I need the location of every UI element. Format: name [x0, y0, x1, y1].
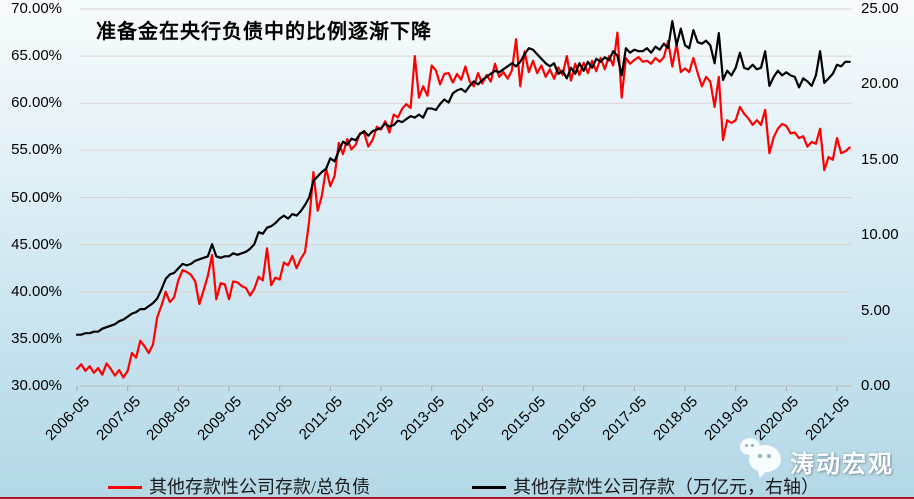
legend-label: 其他存款性公司存款/总负债	[149, 477, 370, 497]
right-axis-tick-label: 25.00	[861, 0, 899, 17]
legend-label: 其他存款性公司存款（万亿元，右轴）	[513, 477, 819, 497]
series-black-level-line	[75, 20, 851, 336]
legend-black-line-swatch	[472, 485, 506, 489]
watermark: 涛动宏观	[737, 437, 907, 481]
right-axis-tick-label: 5.00	[861, 301, 891, 319]
left-axis-tick-label: 40.00%	[11, 282, 62, 300]
left-axis-tick-label: 65.00%	[11, 47, 62, 65]
legend-item-level: 其他存款性公司存款（万亿元，右轴）	[472, 477, 819, 497]
wechat-icon	[737, 437, 789, 480]
legend-item-ratio: 其他存款性公司存款/总负债	[108, 477, 370, 497]
bottom-red-rule	[0, 497, 914, 499]
left-axis-tick-label: 30.00%	[11, 377, 62, 394]
left-axis-tick-label: 50.00%	[11, 188, 62, 206]
left-axis-tick-label: 55.00%	[11, 141, 62, 159]
wechat-bubble-big	[749, 445, 781, 480]
series-red-ratio-line	[75, 31, 851, 379]
right-axis-tick-label: 10.00	[861, 226, 899, 244]
chart-title: 准备金在央行负债中的比例逐渐下降	[96, 21, 432, 43]
legend-red-line-swatch	[108, 485, 142, 489]
watermark-text: 涛动宏观	[790, 452, 894, 478]
left-axis-tick-label: 45.00%	[11, 235, 62, 253]
left-axis-tick-label: 70.00%	[11, 0, 62, 17]
left-axis-tick-label: 35.00%	[11, 329, 62, 347]
left-axis-tick-label: 60.00%	[11, 94, 62, 112]
right-axis-tick-label: 20.00	[861, 75, 899, 93]
right-axis-tick-label: 15.00	[861, 150, 899, 168]
right-axis-tick-label: 0.00	[861, 377, 891, 394]
